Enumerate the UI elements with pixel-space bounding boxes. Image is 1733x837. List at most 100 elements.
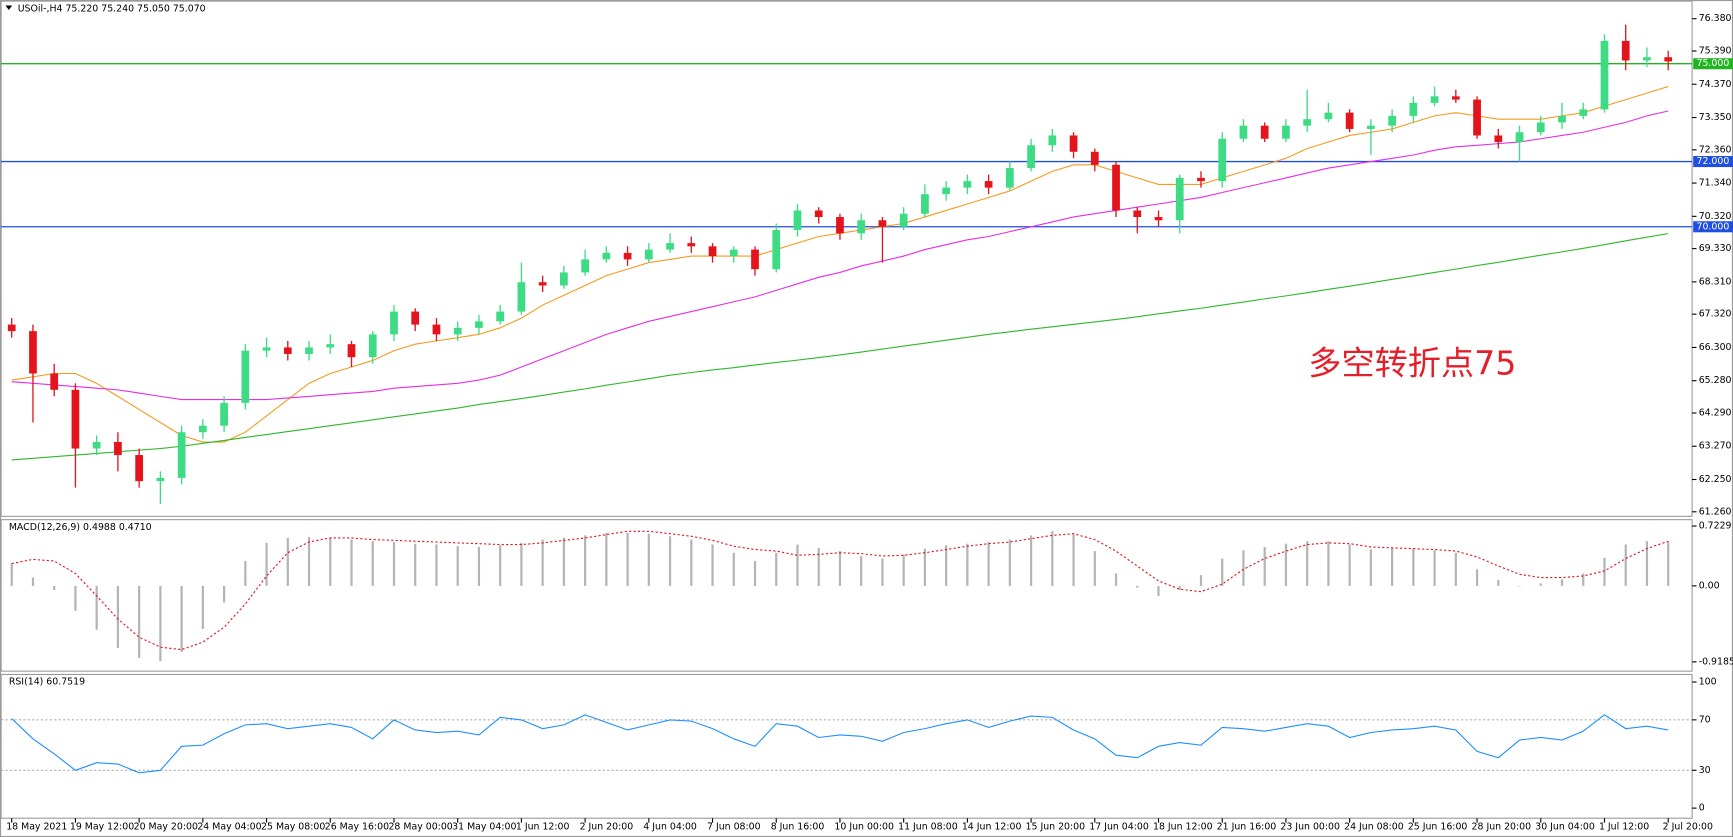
- x-tick-label: 31 May 04:00: [452, 822, 516, 833]
- candle-body: [1005, 168, 1014, 188]
- candle-body: [411, 311, 420, 325]
- x-tick-label: 19 May 12:00: [70, 822, 134, 833]
- x-tick-label: 2 Jul 20:00: [1663, 822, 1713, 833]
- candle-body: [1494, 135, 1503, 142]
- y-tick-label: 70.320: [1699, 211, 1732, 222]
- candle-body: [71, 389, 80, 449]
- candle-body: [29, 331, 37, 374]
- level-label: 75.000: [1697, 58, 1730, 69]
- macd-bar: [1114, 573, 1118, 586]
- macd-bar: [1412, 548, 1415, 586]
- signal-line: [11, 530, 1669, 651]
- x-tick-label: 28 Jun 20:00: [1472, 822, 1532, 833]
- candle-body: [1069, 135, 1078, 152]
- candle-body: [1133, 210, 1142, 217]
- level-tag: [1693, 156, 1733, 168]
- candle-body: [1324, 112, 1333, 120]
- macd-bar: [1454, 552, 1457, 586]
- candle-body: [1451, 96, 1460, 100]
- macd-bar: [541, 539, 544, 586]
- macd-bar: [584, 535, 587, 586]
- x-tick-label: 4 Jun 04:00: [643, 822, 697, 833]
- macd-bar: [222, 585, 226, 603]
- panel-title: USOil-,H4 75.220 75.240 75.050 75.070: [18, 3, 206, 14]
- macd-bar: [1369, 549, 1372, 586]
- macd-bar: [1199, 575, 1203, 586]
- candle-body: [517, 282, 526, 312]
- candle-body: [305, 347, 313, 354]
- macd-bar: [265, 542, 268, 586]
- macd-bar: [456, 546, 459, 586]
- macd-bar: [244, 561, 247, 586]
- macd-bar: [1051, 531, 1054, 586]
- candle-body: [1175, 177, 1184, 221]
- x-tick-label: 14 Jun 12:00: [962, 822, 1022, 833]
- level-tag: [1693, 58, 1733, 70]
- candle-body: [538, 282, 547, 286]
- candle-body: [135, 455, 144, 482]
- candle-body: [368, 334, 377, 358]
- candle-body: [1090, 151, 1099, 165]
- macd-bar: [31, 577, 35, 586]
- candle-body: [602, 252, 611, 260]
- level-tag: [1693, 221, 1733, 233]
- macd-bar: [881, 558, 884, 586]
- macd-bar: [775, 552, 778, 586]
- moving-average: [11, 110, 1669, 401]
- candle-body: [1409, 102, 1418, 116]
- macd-bar: [477, 546, 481, 586]
- candle-body: [7, 324, 16, 332]
- candle-body: [899, 213, 908, 227]
- macd-bar: [499, 545, 502, 586]
- x-tick-label: 25 May 08:00: [261, 822, 325, 833]
- candle-body: [751, 249, 759, 270]
- macd-bar: [1560, 579, 1564, 586]
- candle-body: [687, 243, 696, 247]
- macd-bar: [53, 585, 56, 591]
- candle-body: [1643, 57, 1651, 61]
- candle-body: [241, 350, 250, 403]
- macd-bar: [987, 542, 990, 586]
- macd-bar: [1475, 569, 1479, 586]
- macd-bar: [1582, 573, 1585, 586]
- candle-body: [942, 187, 951, 195]
- x-tick-label: 2 Jun 20:00: [580, 822, 634, 833]
- macd-bar: [201, 585, 204, 629]
- macd-bar: [1667, 541, 1670, 586]
- candle-body: [453, 327, 462, 335]
- macd-bar: [626, 532, 629, 586]
- candle-body: [1388, 115, 1396, 126]
- level-label: 70.000: [1697, 221, 1730, 232]
- candle-body: [262, 347, 271, 351]
- candle-body: [963, 181, 972, 188]
- candle-body: [347, 344, 356, 358]
- candle-body: [1621, 40, 1630, 61]
- y-tick-label: 69.330: [1699, 243, 1732, 254]
- macd-bar: [1645, 541, 1649, 586]
- macd-bar: [74, 585, 77, 611]
- candle-body: [1536, 122, 1545, 133]
- y-tick-label: 76.380: [1699, 13, 1732, 24]
- x-tick-label: 20 May 20:00: [134, 822, 198, 833]
- candle-body: [1600, 40, 1609, 110]
- macd-bar: [138, 585, 141, 658]
- macd-bar: [435, 544, 438, 586]
- candle-body: [50, 373, 59, 390]
- y-tick-label: 65.280: [1699, 375, 1732, 386]
- y-tick-label: 64.290: [1699, 407, 1732, 418]
- level-label: 72.000: [1697, 156, 1730, 167]
- macd-bar: [668, 536, 672, 586]
- y-tick-label: 74.370: [1699, 79, 1732, 90]
- macd-bar: [753, 561, 757, 586]
- candle-body: [1664, 57, 1673, 62]
- macd-bar: [392, 542, 396, 586]
- candle-body: [496, 311, 505, 322]
- macd-bar: [923, 548, 927, 586]
- panel-title: RSI(14) 60.7519: [9, 677, 85, 688]
- x-tick-label: 24 Jun 08:00: [1344, 822, 1404, 833]
- macd-bar: [1136, 585, 1139, 588]
- macd-panel: [0, 519, 1693, 672]
- macd-bar: [307, 537, 311, 586]
